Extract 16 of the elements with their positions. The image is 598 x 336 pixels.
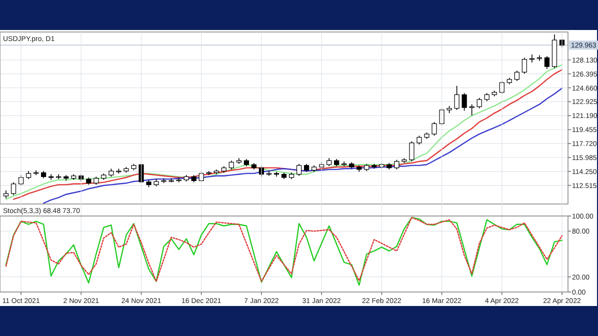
candlestick <box>34 170 39 176</box>
candlestick <box>544 56 550 70</box>
candlestick <box>529 54 534 63</box>
candlestick <box>409 140 414 162</box>
candlestick <box>454 85 460 110</box>
candlestick <box>469 104 474 116</box>
candlestick <box>514 70 520 82</box>
candlestick <box>432 122 437 136</box>
candlestick <box>394 159 400 170</box>
candlestick <box>10 182 16 196</box>
candlestick <box>476 98 482 109</box>
line-series <box>42 88 563 204</box>
candlestick <box>522 57 527 74</box>
candlestick <box>462 92 467 112</box>
candlestick <box>296 163 302 176</box>
candlestick <box>266 170 272 176</box>
